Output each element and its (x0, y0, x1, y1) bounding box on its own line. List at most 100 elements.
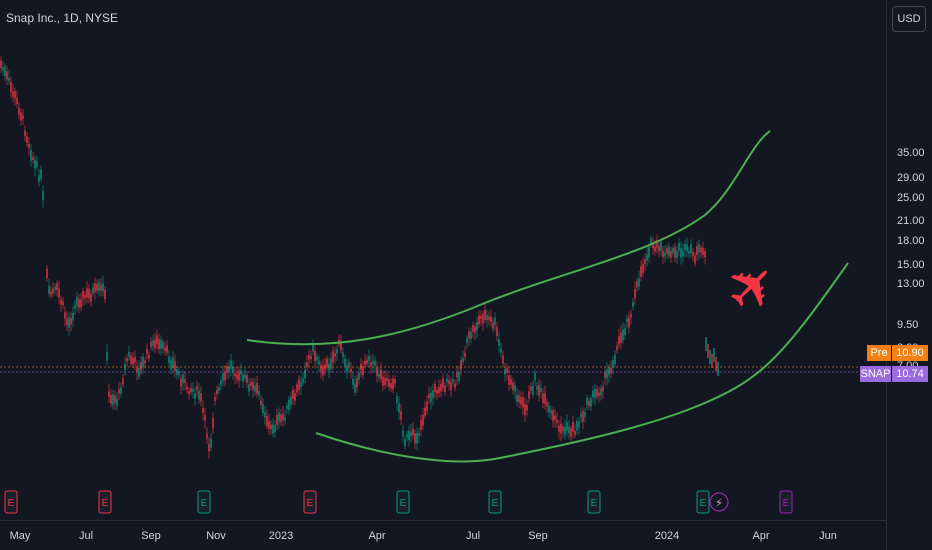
candle-body (648, 246, 650, 258)
earnings-marker[interactable]: E (587, 490, 601, 514)
candle-body (508, 375, 510, 385)
price-tick-label: 18.00 (897, 235, 925, 247)
candle-body (312, 344, 314, 352)
time-tick-label: Nov (206, 530, 226, 542)
candle-body (190, 388, 192, 393)
time-axis[interactable] (0, 520, 886, 550)
candle-body (398, 403, 400, 413)
candle-body (226, 366, 228, 373)
candle-body (118, 389, 120, 394)
earnings-marker[interactable]: E (488, 490, 502, 514)
split-marker[interactable]: ⚡ (709, 492, 729, 512)
earnings-marker[interactable]: E (4, 490, 18, 514)
price-tick-label: 29.00 (897, 172, 925, 185)
candle-body (584, 412, 586, 417)
earnings-marker[interactable]: E (779, 490, 793, 514)
candle-body (448, 379, 450, 385)
candle-body (670, 250, 672, 258)
earnings-marker[interactable]: E (98, 490, 112, 514)
earnings-marker-label: E (307, 498, 314, 509)
candle-body (278, 412, 280, 422)
earnings-marker[interactable]: E (396, 490, 410, 514)
candle-body (620, 332, 622, 344)
candle-body (460, 360, 462, 370)
candle-body (416, 432, 418, 444)
candle-body (220, 380, 222, 385)
candle-body (626, 318, 628, 323)
pre-market-price-tag: 10.90 (892, 345, 928, 361)
candle-body (590, 398, 592, 407)
candle-body (646, 254, 648, 261)
candle-body (52, 288, 54, 294)
candle-body (112, 394, 114, 405)
candle-body (668, 246, 670, 257)
candle-body (66, 318, 68, 325)
candle-body (664, 252, 666, 257)
price-axis[interactable] (886, 0, 932, 550)
candle-body (148, 354, 150, 359)
candle-body (426, 402, 428, 411)
candle-body (556, 419, 558, 423)
candle-body (150, 341, 152, 348)
symbol-title: Snap Inc., 1D, NYSE (6, 11, 119, 25)
candle-body (22, 115, 24, 119)
candle-body (300, 381, 302, 387)
candle-body (280, 414, 282, 423)
candle-body (632, 301, 634, 307)
candle-body (302, 378, 304, 383)
earnings-marker-label: E (400, 498, 407, 509)
candle-body (166, 345, 168, 353)
time-tick-label: Apr (368, 530, 386, 542)
candle-body (588, 401, 590, 407)
candle-body (310, 356, 312, 360)
candle-body (394, 378, 396, 384)
candle-body (574, 430, 576, 435)
candle-body (636, 280, 638, 288)
candle-body (594, 389, 596, 399)
channel-upper-line[interactable] (246, 130, 771, 346)
currency-button[interactable]: USD (892, 6, 926, 32)
candle-body (56, 283, 58, 291)
earnings-marker[interactable]: E (303, 490, 317, 514)
candle-body (76, 296, 78, 306)
time-tick-label: Sep (141, 530, 161, 542)
time-tick-label: Sep (528, 530, 548, 542)
candle-body (200, 393, 202, 402)
candle-body (26, 136, 28, 143)
time-tick-label: Apr (752, 530, 770, 542)
candle-body (628, 317, 630, 328)
candle-body (616, 345, 618, 351)
candle-body (510, 378, 512, 385)
candle-body (260, 400, 262, 405)
candle-body (346, 365, 348, 372)
candle-body (144, 360, 146, 364)
candle-body (674, 247, 676, 258)
candle-body (380, 369, 382, 380)
candle-body (500, 348, 502, 353)
candle-body (652, 244, 654, 249)
candle-body (316, 357, 318, 361)
chart-area[interactable]: ✈ E E E E E E E E E ⚡ Snap Inc., 1D, NYSE (0, 0, 886, 520)
candle-body (64, 312, 66, 319)
earnings-marker[interactable]: E (696, 490, 710, 514)
candle-body (506, 368, 508, 373)
candle-body (406, 434, 408, 438)
candle-body (62, 301, 64, 306)
earnings-marker[interactable]: E (197, 490, 211, 514)
candle-body (318, 360, 320, 365)
candle-body (640, 266, 642, 277)
candles-group (0, 56, 719, 459)
channel-lower-line[interactable] (315, 262, 849, 463)
candle-body (420, 419, 422, 431)
price-chart[interactable]: ✈ E E E E E E E E E ⚡ (0, 0, 886, 520)
candle-body (512, 382, 514, 391)
airplane-icon[interactable]: ✈ (710, 245, 795, 330)
candle-body (462, 358, 464, 362)
candle-body (550, 410, 552, 414)
candle-body (596, 388, 598, 397)
candle-body (388, 379, 390, 387)
candle-body (336, 349, 338, 354)
candle-body (50, 291, 52, 296)
candle-body (656, 240, 658, 248)
candle-body (228, 366, 230, 372)
